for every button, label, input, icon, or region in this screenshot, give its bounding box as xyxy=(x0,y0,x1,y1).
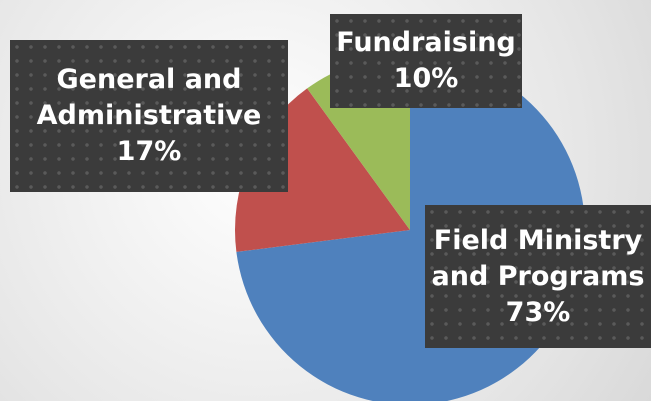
data-label-box: General and Administrative 17% xyxy=(10,40,288,192)
slice-name: General and Administrative xyxy=(36,64,262,131)
data-label-box: Fundraising 10% xyxy=(330,14,522,108)
slice-name: Fundraising xyxy=(336,27,516,58)
slice-value: 10% xyxy=(393,63,459,94)
slice-name: Field Ministry and Programs xyxy=(431,224,645,292)
slice-value: 73% xyxy=(505,296,571,328)
data-label-box: Field Ministry and Programs 73% xyxy=(425,205,651,348)
slice-value: 17% xyxy=(116,136,182,167)
